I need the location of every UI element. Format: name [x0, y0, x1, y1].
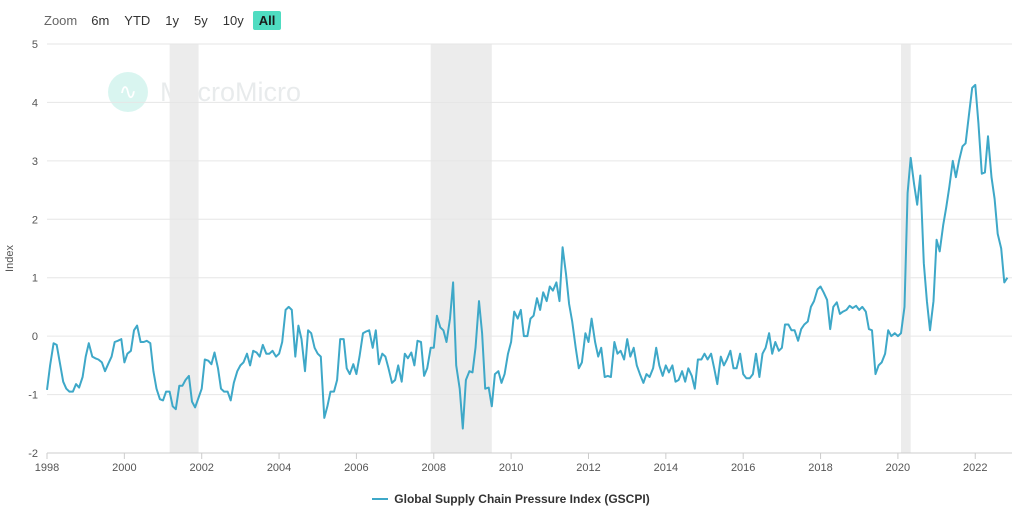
y-tick-label: 2 [32, 214, 38, 226]
y-axis-title: Index [4, 245, 16, 272]
x-tick-label: 2020 [886, 462, 910, 474]
legend-label: Global Supply Chain Pressure Index (GSCP… [394, 492, 650, 506]
recession-band-0 [169, 44, 199, 453]
x-tick-label: 2008 [422, 462, 446, 474]
x-tick-label: 2016 [731, 462, 755, 474]
y-tick-label: 3 [32, 156, 38, 168]
x-tick-label: 2018 [808, 462, 832, 474]
x-tick-label: 2012 [576, 462, 600, 474]
x-tick-label: 1998 [35, 462, 59, 474]
x-tick-label: 2010 [499, 462, 523, 474]
zoom-6m-button[interactable]: 6m [91, 12, 110, 28]
y-tick-label: -1 [28, 390, 38, 402]
y-tick-label: 5 [32, 39, 38, 51]
legend-item[interactable]: Global Supply Chain Pressure Index (GSCP… [372, 492, 650, 506]
x-tick-label: 2000 [112, 462, 136, 474]
zoom-toolbar: Zoom 6m YTD 1y 5y 10y All [44, 8, 284, 32]
x-tick-label: 2022 [963, 462, 987, 474]
recession-band-1 [430, 44, 492, 453]
y-tick-label: 1 [32, 273, 38, 285]
y-tick-label: 0 [32, 331, 38, 343]
y-tick-label: -2 [28, 448, 38, 460]
zoom-all-button[interactable]: All [252, 10, 282, 30]
zoom-ytd-button[interactable]: YTD [124, 12, 151, 28]
x-tick-label: 2004 [267, 462, 291, 474]
series-line-gscpi [46, 83, 1009, 430]
x-tick-label: 2014 [654, 462, 678, 474]
y-tick-label: 4 [32, 97, 38, 109]
zoom-1y-button[interactable]: 1y [165, 12, 180, 28]
legend-swatch [372, 498, 389, 500]
zoom-10y-button[interactable]: 10y [222, 12, 244, 28]
x-tick-label: 2002 [189, 462, 213, 474]
legend: Global Supply Chain Pressure Index (GSCP… [0, 492, 1022, 506]
zoom-5y-button[interactable]: 5y [194, 12, 208, 28]
chart-line-icon: ∿ [108, 72, 148, 112]
zoom-label: Zoom [44, 12, 78, 28]
x-tick-label: 2006 [344, 462, 368, 474]
